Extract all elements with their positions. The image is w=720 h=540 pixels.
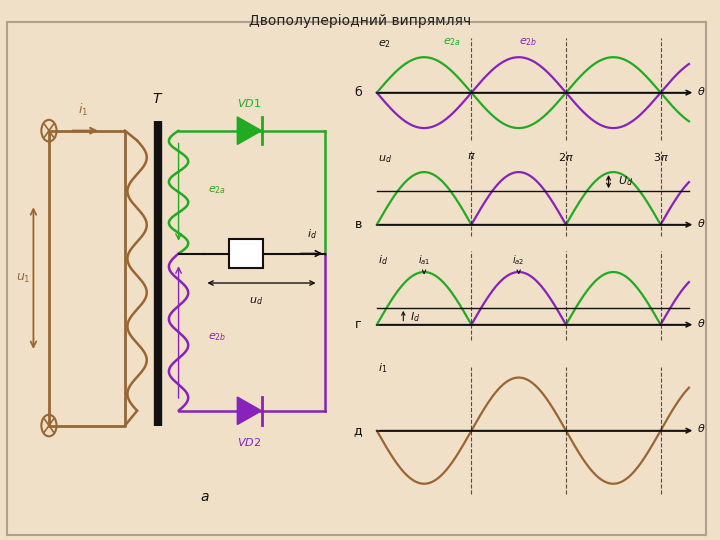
Text: $e_{2a}$: $e_{2a}$	[444, 37, 462, 49]
Text: г: г	[355, 318, 361, 331]
Text: $i_1$: $i_1$	[378, 362, 387, 375]
Text: в: в	[354, 218, 361, 231]
Text: $R_d$: $R_d$	[238, 247, 253, 260]
Text: $\theta$: $\theta$	[696, 217, 705, 229]
Text: $u_1$: $u_1$	[16, 272, 30, 285]
Text: $I_d$: $I_d$	[410, 310, 420, 325]
Text: $i_d$: $i_d$	[378, 254, 388, 267]
Text: $T$: $T$	[152, 92, 163, 106]
Text: $VD2$: $VD2$	[238, 436, 261, 448]
Text: $\theta$: $\theta$	[696, 422, 705, 434]
Text: $\theta$: $\theta$	[696, 317, 705, 329]
Text: $\pi$: $\pi$	[467, 151, 476, 161]
Text: $i_d$: $i_d$	[307, 227, 317, 241]
Text: $e_{2b}$: $e_{2b}$	[208, 331, 226, 343]
Text: $2\pi$: $2\pi$	[558, 151, 574, 163]
Text: $e_2$: $e_2$	[378, 38, 391, 50]
Text: д: д	[353, 424, 361, 437]
Text: $i_{a2}$: $i_{a2}$	[513, 253, 525, 267]
Text: $u_d$: $u_d$	[378, 154, 392, 165]
Text: $e_{2a}$: $e_{2a}$	[208, 184, 226, 195]
Text: $3\pi$: $3\pi$	[652, 151, 669, 163]
Text: $u_d$: $u_d$	[249, 295, 264, 307]
Polygon shape	[238, 117, 261, 144]
Text: $U_d$: $U_d$	[618, 174, 633, 188]
Text: Двополуперіодний випрямляч: Двополуперіодний випрямляч	[249, 14, 471, 28]
FancyBboxPatch shape	[229, 239, 264, 268]
Text: $VD1$: $VD1$	[238, 97, 261, 109]
Text: $e_{2b}$: $e_{2b}$	[519, 37, 537, 49]
Polygon shape	[238, 397, 261, 424]
Text: $i_1$: $i_1$	[78, 102, 89, 118]
Text: $\theta$: $\theta$	[696, 85, 705, 97]
Text: $a$: $a$	[199, 490, 210, 504]
Text: б: б	[354, 86, 361, 99]
Text: $i_{a1}$: $i_{a1}$	[418, 253, 431, 267]
